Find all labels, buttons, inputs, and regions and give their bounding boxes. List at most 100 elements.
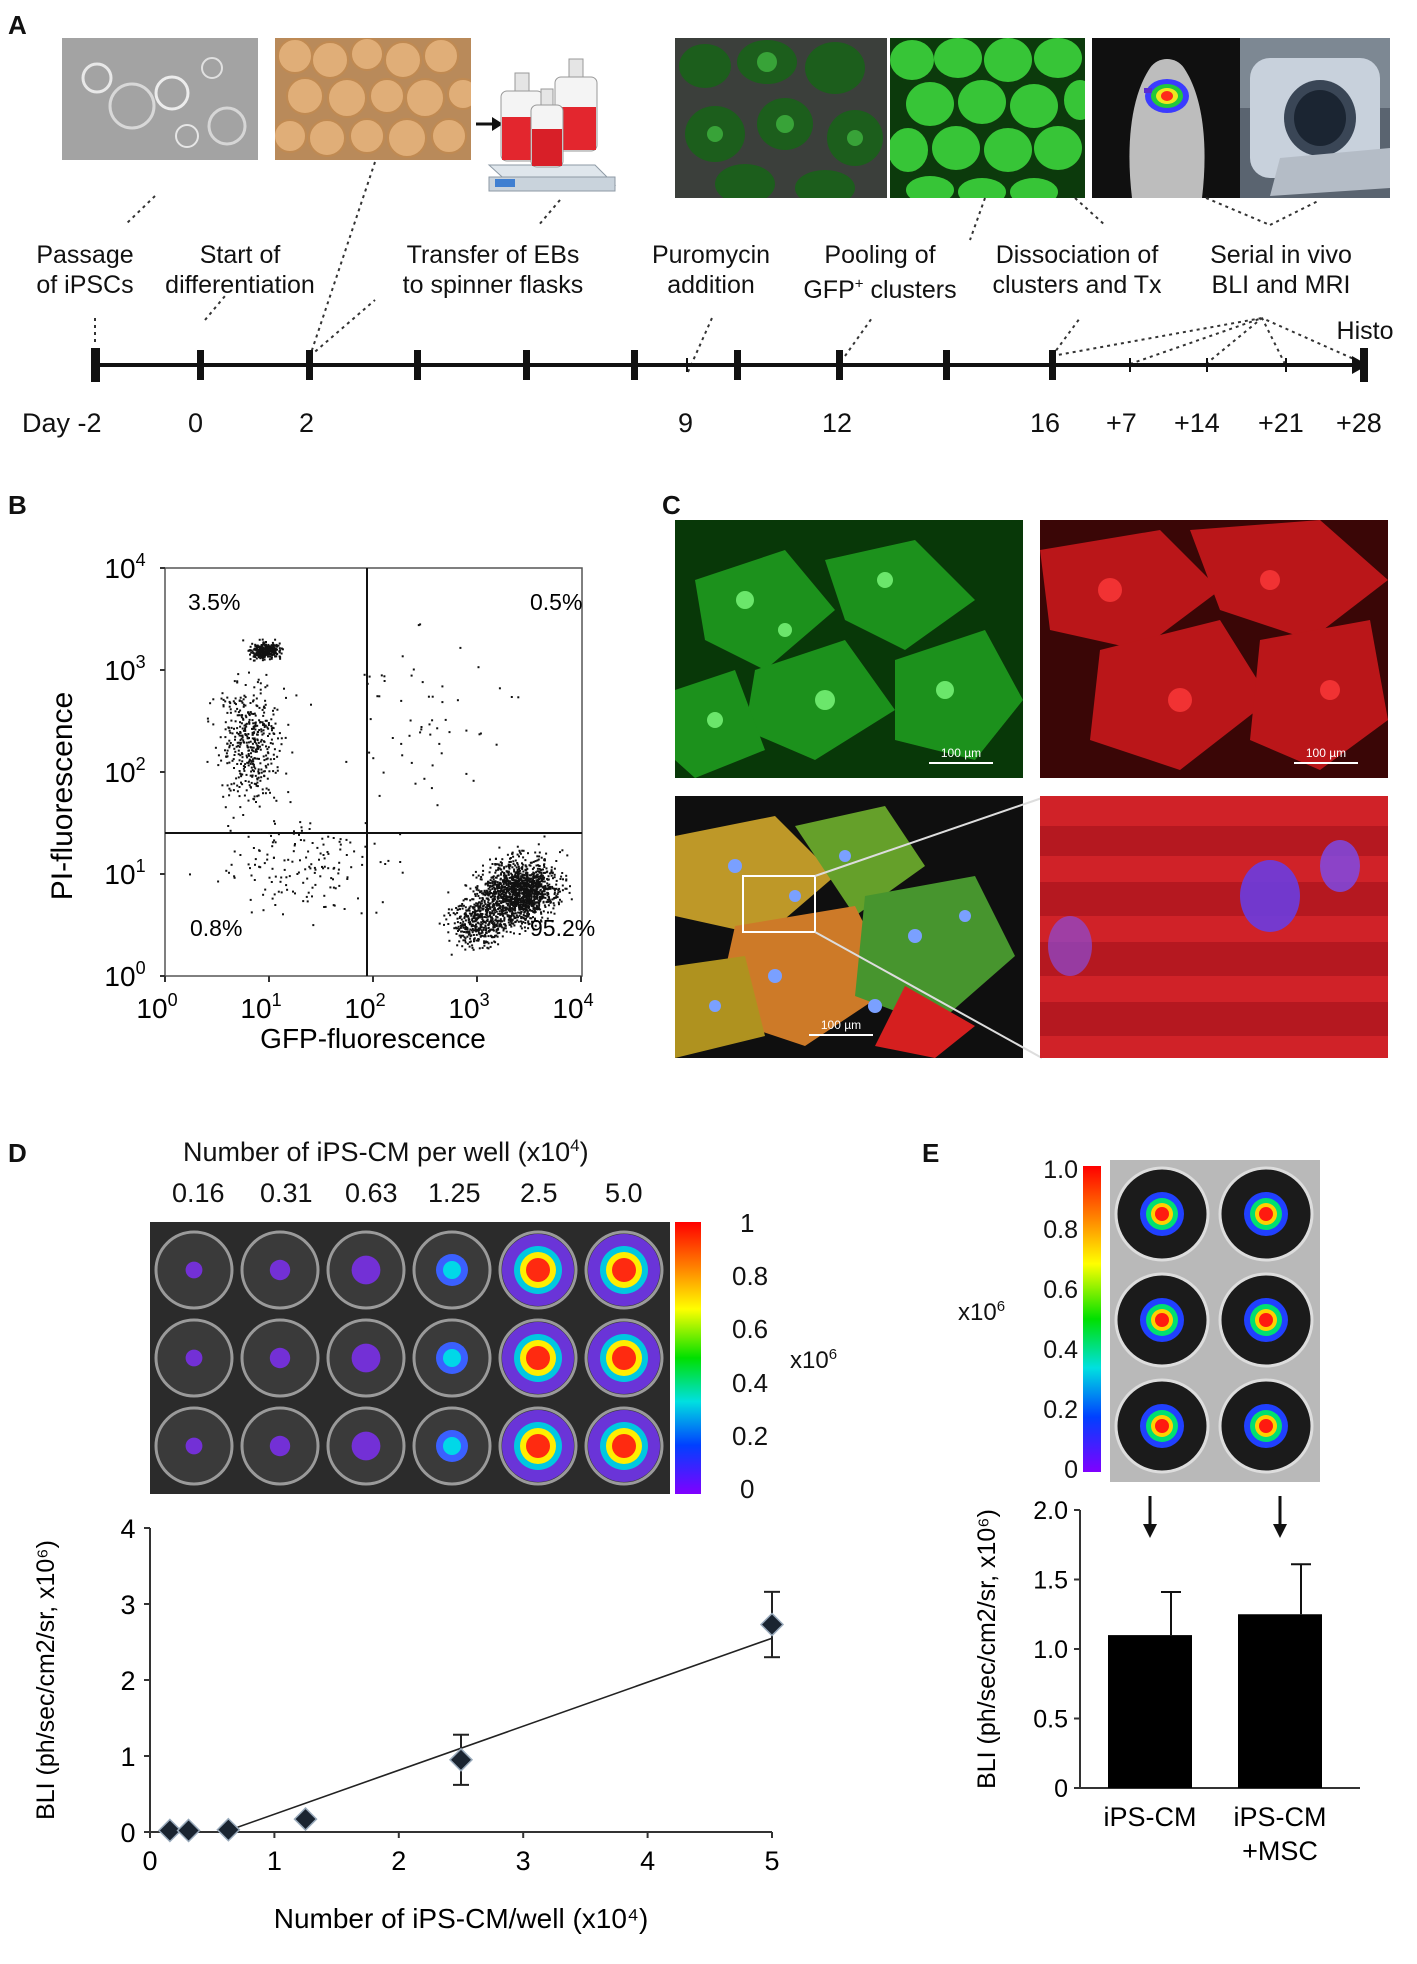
bar [1108, 1635, 1192, 1788]
y-tick-label: 1 [120, 1742, 135, 1772]
day-label: +14 [1174, 408, 1220, 438]
x-tick-label: 3 [516, 1846, 531, 1876]
arrow-down-icon [1143, 1524, 1157, 1538]
timeline-label-passage: Passage of iPSCs [36, 241, 134, 299]
plate-title: Number of iPS-CM per well (x104) [183, 1136, 589, 1167]
bli-comparison-bar-chart: 0 0.5 1.0 1.5 2.0 iPS-CM iPS-CM +MSC BLI (ph/sec… [973, 1496, 1360, 1866]
data-point [216, 1817, 241, 1842]
gfp-pooled-clusters-image [890, 38, 1085, 198]
panel-letter-b: B [8, 490, 27, 520]
timeline-label-puromycin: Puromycin addition [651, 241, 771, 299]
scale-bar: 100 µm [809, 1018, 873, 1036]
colorbar-tick: 0.6 [1043, 1276, 1078, 1304]
colorbar-tick: 0.8 [732, 1261, 769, 1291]
y-tick-label: 1.0 [1033, 1636, 1068, 1664]
bar [1238, 1614, 1322, 1788]
embryoid-body-image [275, 38, 471, 160]
timeline-label-start: Start of differentiation [165, 241, 315, 299]
arrow-down-icon [1273, 1524, 1287, 1538]
quadrant-upper-right: 0.5% [530, 589, 582, 615]
scale-bar: 100 µm [929, 746, 993, 764]
flow-x-tick: 101 [240, 990, 281, 1024]
y-tick-label: 2 [120, 1666, 135, 1696]
y-axis-label: BLI (ph/sec/cm2/sr, x10⁶) [973, 1509, 1001, 1789]
timeline-label-histo: Histo [1336, 317, 1394, 345]
x-category-label: iPS-CM [1234, 1802, 1327, 1832]
plate-column-label: 2.5 [520, 1178, 558, 1208]
gfp-cluster-puromycin-image [675, 38, 887, 198]
day-label: +7 [1106, 408, 1137, 438]
flow-x-axis-label: GFP-fluorescence [260, 1023, 486, 1054]
x-tick-label: 4 [640, 1846, 655, 1876]
plate-column-label: 0.63 [345, 1178, 398, 1208]
quadrant-upper-left: 3.5% [188, 589, 240, 615]
mouse-bli-image [1092, 38, 1240, 198]
colorbar-unit: x106 [790, 1346, 838, 1374]
flow-x-tick: 100 [136, 990, 177, 1024]
plate-column-label: 5.0 [605, 1178, 643, 1208]
flow-x-tick: 102 [344, 990, 385, 1024]
x-category-label: iPS-CM [1104, 1802, 1197, 1832]
panel-letter-c: C [662, 490, 681, 520]
plate-column-label: 0.16 [172, 1178, 225, 1208]
x-axis-label: Number of iPS-CM/well (x10⁴) [274, 1903, 649, 1934]
bli-well-plate-image [150, 1222, 670, 1494]
colorbar-tick: 0.2 [732, 1421, 769, 1451]
flow-x-tick: 103 [448, 990, 489, 1024]
colorbar-tick: 0 [740, 1474, 755, 1504]
colorbar-tick: 1.0 [1043, 1156, 1078, 1184]
ipsc-phase-contrast-image [62, 38, 258, 160]
x-category-label: +MSC [1242, 1836, 1318, 1866]
day-label: 16 [1030, 408, 1061, 438]
flow-y-tick: 103 [104, 652, 145, 686]
colorbar-tick: 0.6 [732, 1314, 769, 1344]
scale-bar: 100 µm [1294, 746, 1358, 764]
x-tick-label: 1 [267, 1846, 282, 1876]
bli-linearity-chart: 0 1 2 3 4 0 1 2 3 4 5 Number of iPS-CM/well (x10⁴) B… [32, 1514, 785, 1934]
timeline-axis [91, 348, 1368, 382]
plate-column-labels: 0.16 0.31 0.63 1.25 2.5 5.0 [150, 1178, 670, 1218]
flow-y-axis-label: PI-fluorescence [46, 692, 79, 900]
colorbar [1083, 1166, 1101, 1472]
colorbar-tick: 0.8 [1043, 1216, 1078, 1244]
quadrant-lower-right: 95.2% [530, 915, 595, 941]
data-point [448, 1747, 474, 1772]
x-tick-label: 2 [391, 1846, 406, 1876]
x-tick-label: 5 [764, 1846, 779, 1876]
fit-line [228, 1637, 773, 1832]
day-label: 9 [678, 408, 694, 438]
colorbar-tick: 0.4 [732, 1368, 769, 1398]
flow-y-tick: 102 [104, 754, 145, 788]
day-label: 0 [188, 408, 204, 438]
timeline-leader-lines [94, 161, 1366, 373]
zoom-connector-lines [814, 797, 1043, 1059]
quadrant-lower-left: 0.8% [190, 915, 242, 941]
day-label: 12 [822, 408, 853, 438]
flow-cytometry-plot: PI-fluorescence GFP-fluorescence 3.5% 0.… [46, 550, 595, 1054]
y-tick-label: 3 [120, 1590, 135, 1620]
y-tick-label: 4 [120, 1514, 135, 1544]
plate-column-label: 0.31 [260, 1178, 313, 1208]
colorbar-tick: 1 [740, 1208, 755, 1238]
timeline-label-transfer: Transfer of EBs to spinner flasks [402, 241, 584, 299]
mri-scanner-image [1240, 38, 1390, 198]
data-point [176, 1818, 201, 1843]
y-tick-label: 0 [120, 1818, 135, 1848]
y-tick-label: 2.0 [1033, 1497, 1068, 1525]
colorbar-ticks: 1.0 0.8 0.6 0.4 0.2 0 [1020, 1150, 1080, 1484]
gfp-micrograph: 100 µm [675, 520, 1023, 778]
data-point [293, 1807, 318, 1832]
actinin-micrograph: 100 µm [1040, 520, 1388, 778]
colorbar-ticks: 1 0.8 0.6 0.4 0.2 0 [706, 1208, 769, 1508]
data-point [759, 1612, 785, 1637]
colorbar-tick: 0.4 [1043, 1336, 1078, 1364]
x-tick-label: 0 [142, 1846, 157, 1876]
flow-y-tick: 101 [104, 856, 145, 890]
day-label: Day -2 [22, 408, 102, 438]
flow-y-tick: 104 [104, 550, 145, 584]
y-tick-label: 0.5 [1033, 1706, 1068, 1734]
panel-letter-e: E [922, 1138, 940, 1168]
zoomed-actinin-micrograph [1040, 796, 1388, 1058]
y-tick-label: 0 [1054, 1775, 1068, 1803]
bli-cell-wells-image [1110, 1160, 1320, 1482]
